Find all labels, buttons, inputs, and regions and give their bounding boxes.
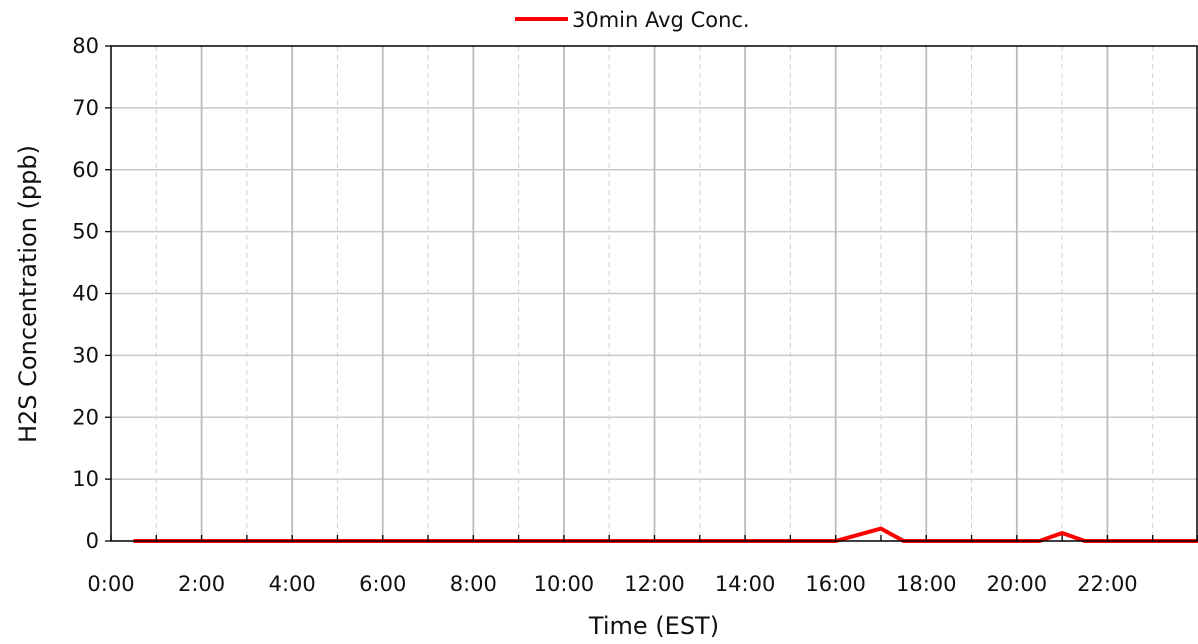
x-tick-label: 16:00 — [805, 572, 866, 596]
legend: 30min Avg Conc. — [515, 8, 750, 32]
grid-layer — [111, 46, 1198, 541]
x-tick-label: 22:00 — [1077, 572, 1138, 596]
labels-layer: 0 10 20 30 40 50 60 70 80 0:00 2:00 4:00 6:00 8:00 10:… — [72, 34, 1137, 596]
x-tick-label: 4:00 — [269, 572, 316, 596]
series-line — [133, 526, 1198, 543]
y-axis-title: H2S Concentration (ppb) — [14, 145, 42, 443]
series-layer — [133, 526, 1198, 543]
y-tick-label: 10 — [72, 467, 99, 491]
y-tick-label: 20 — [72, 405, 99, 429]
x-tick-label: 20:00 — [987, 572, 1048, 596]
x-tick-label: 14:00 — [715, 572, 776, 596]
y-tick-label: 70 — [72, 96, 99, 120]
y-tick-label: 40 — [72, 282, 99, 306]
y-tick-label: 0 — [86, 529, 99, 553]
y-tick-label: 30 — [72, 343, 99, 367]
axes-layer — [105, 45, 1198, 542]
legend-label: 30min Avg Conc. — [572, 8, 750, 32]
y-tick-label: 60 — [72, 158, 99, 182]
x-tick-label: 8:00 — [450, 572, 497, 596]
x-tick-label: 12:00 — [624, 572, 685, 596]
x-tick-label: 0:00 — [87, 572, 134, 596]
x-tick-label: 18:00 — [896, 572, 957, 596]
y-tick-label: 50 — [72, 220, 99, 244]
y-tick-label: 80 — [72, 34, 99, 58]
x-tick-label: 10:00 — [534, 572, 595, 596]
x-tick-label: 6:00 — [359, 572, 406, 596]
x-axis-title: Time (EST) — [588, 612, 719, 640]
x-tick-label: 2:00 — [178, 572, 225, 596]
